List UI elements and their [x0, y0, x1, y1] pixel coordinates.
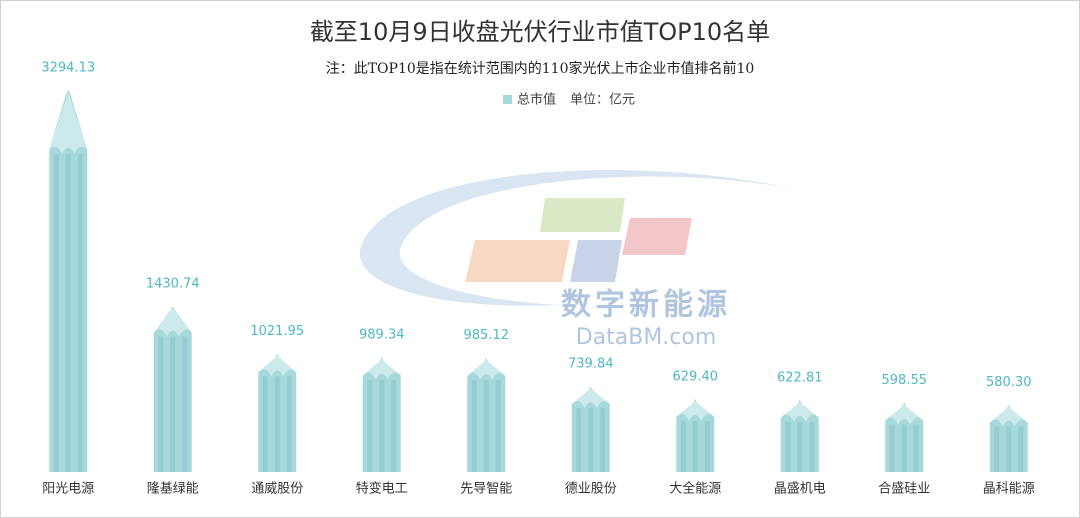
bar-tip	[676, 400, 715, 421]
x-tick-label: 晶科能源	[983, 482, 1035, 497]
chart-title: 截至10月9日收盘光伏行业市值TOP10名单	[310, 18, 770, 46]
value-label: 629.40	[673, 369, 719, 384]
value-label: 3294.13	[41, 60, 95, 75]
watermark-tile	[622, 218, 692, 255]
legend-label: 总市值	[517, 92, 556, 108]
value-label: 989.34	[359, 328, 405, 343]
x-tick-label: 晶盛机电	[774, 482, 826, 497]
unit-label: 单位：亿元	[570, 93, 635, 108]
bar-tip	[49, 91, 88, 154]
x-tick-label: 德业股份	[565, 482, 617, 497]
watermark: 数字新能源 DataBM.com	[359, 170, 800, 350]
x-tick-label: 特变电工	[356, 481, 408, 497]
x-tick-label: 通威股份	[251, 482, 303, 497]
watermark-tile	[570, 240, 622, 282]
watermark-cn: 数字新能源	[561, 288, 731, 323]
value-label: 985.12	[464, 328, 510, 343]
bar-tip	[362, 359, 401, 380]
bar-tip	[989, 406, 1028, 427]
bar-tip	[153, 308, 192, 337]
x-tick-label: 阳光电源	[42, 482, 94, 497]
bar-tip	[780, 401, 819, 422]
x-tick-label: 隆基绿能	[147, 482, 199, 497]
watermark-tile	[465, 240, 570, 282]
watermark-tile	[540, 198, 625, 232]
x-tick-label: 合盛硅业	[878, 482, 930, 497]
bar-tip	[258, 355, 297, 377]
x-tick-label: 先导智能	[460, 482, 512, 497]
bar-tip	[885, 404, 924, 425]
bar-tip	[571, 388, 610, 409]
watermark-en: DataBM.com	[576, 325, 717, 350]
chart-subtitle: 注：此TOP10是指在统计范围内的110家光伏上市企业市值排名前10	[326, 60, 755, 77]
bar-tip	[467, 359, 506, 381]
value-label: 1021.95	[250, 324, 304, 339]
value-label: 580.30	[986, 375, 1032, 390]
value-label: 739.84	[568, 357, 614, 372]
legend-swatch	[503, 95, 512, 104]
value-label: 1430.74	[146, 277, 200, 292]
x-tick-label: 大全能源	[669, 481, 721, 497]
value-label: 622.81	[777, 370, 823, 385]
value-label: 598.55	[882, 373, 928, 388]
